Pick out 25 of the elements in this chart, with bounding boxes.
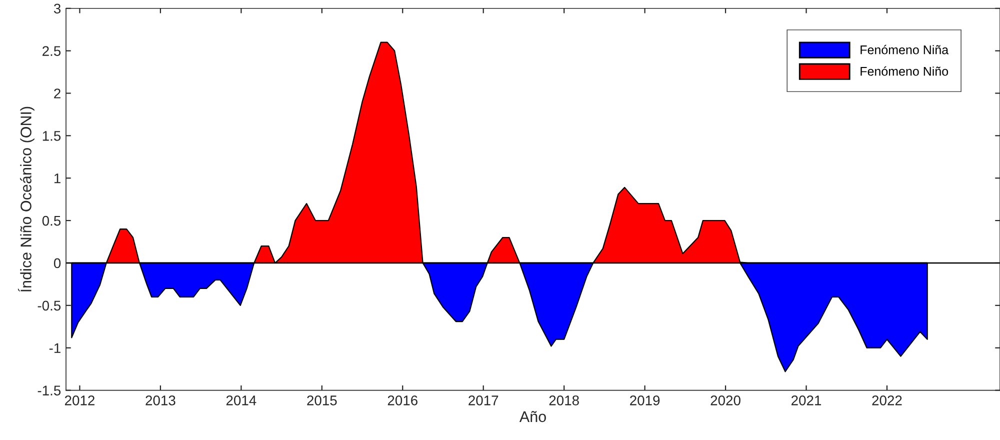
x-tick-label: 2018 [549,396,579,406]
x-tick-label: 2022 [872,396,902,406]
x-tick-label: 2015 [307,396,337,406]
y-tick-label: -1 [49,343,60,353]
x-tick-label: 2014 [226,396,256,406]
x-axis-title: Año [519,410,546,422]
x-tick-label: 2019 [630,396,660,406]
x-tick-label: 2017 [468,396,498,406]
legend-label: Fenómeno Niño [860,66,948,76]
y-tick-label: 2 [54,88,60,98]
y-tick-label: -0.5 [38,300,61,311]
x-tick-label: 2012 [64,396,94,406]
y-tick-label: -1.5 [38,386,61,396]
y-tick-label: 2.5 [42,46,61,56]
y-axis-title: Índice Niño Oceánico (ONI) [18,106,34,292]
y-tick-label: 1.5 [42,131,61,141]
x-tick-label: 2016 [388,396,418,406]
legend-label: Fenómeno Niña [860,44,949,54]
x-tick-label: 2013 [146,396,176,406]
y-tick-label: 1 [54,174,60,184]
y-tick-label: 0.5 [42,216,61,226]
y-tick-label: 3 [54,4,61,14]
x-tick-label: 2021 [792,396,822,406]
x-tick-label: 2020 [710,396,740,406]
y-tick-label: 0 [54,258,61,268]
